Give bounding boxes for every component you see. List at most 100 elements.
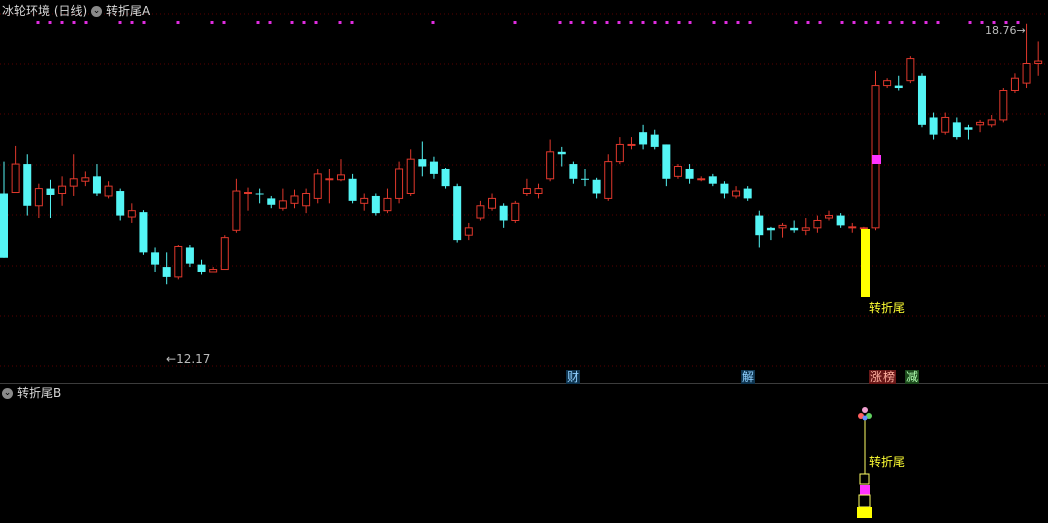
candle-body	[604, 161, 613, 199]
signal-bar	[861, 229, 870, 297]
signal-dot-row	[36, 21, 1020, 24]
candle-body	[859, 227, 868, 230]
candle-body	[162, 267, 171, 277]
event-tag-reduce[interactable]: 减	[905, 370, 920, 384]
candle-body	[848, 226, 857, 229]
candle-body	[244, 192, 253, 195]
candle-body	[371, 195, 380, 214]
candle-body	[778, 224, 787, 229]
high-value: 18.76	[985, 24, 1017, 37]
signal-dot	[210, 21, 214, 24]
candle-body	[546, 151, 555, 180]
candle-body	[209, 269, 218, 273]
signal-dot	[36, 21, 40, 24]
candle-body	[127, 210, 136, 218]
signal-dot	[302, 21, 306, 24]
candle-body	[197, 264, 206, 272]
candle-body	[81, 177, 90, 182]
candle-body	[453, 186, 462, 241]
candle-body	[464, 227, 473, 236]
chevron-down-icon[interactable]: ⌄	[2, 388, 13, 399]
signal-box	[859, 473, 870, 485]
signal-dot	[629, 21, 633, 24]
candle-body	[592, 179, 601, 194]
candle-body	[941, 116, 950, 133]
candle-body	[476, 205, 485, 219]
signal-box-magenta	[860, 485, 870, 495]
event-tag-rise[interactable]: 涨	[869, 370, 884, 384]
signal-dot	[864, 21, 868, 24]
candle-body	[1022, 63, 1031, 84]
signal-dot	[818, 21, 822, 24]
candle-body	[325, 178, 334, 181]
signal-base	[857, 507, 872, 518]
signal-dot	[617, 21, 621, 24]
candle-body	[987, 119, 996, 126]
stock-name: 冰轮环境	[2, 4, 51, 18]
signal-dot	[593, 21, 597, 24]
signal-dot	[605, 21, 609, 24]
signal-dot	[748, 21, 752, 24]
signal-dot	[992, 21, 996, 24]
signal-dot	[84, 21, 88, 24]
signal-dot	[48, 21, 52, 24]
candle-body	[883, 80, 892, 87]
event-tag-finance[interactable]: 财	[566, 370, 581, 384]
event-tag-unlock[interactable]: 解	[741, 370, 756, 384]
indicator-b-label[interactable]: 转折尾B	[17, 386, 62, 400]
panel-divider	[0, 383, 1048, 384]
signal-marker	[872, 155, 881, 164]
event-tag-board[interactable]: 榜	[882, 370, 897, 384]
signal-dot	[806, 21, 810, 24]
candle-body	[104, 185, 113, 197]
candle-body	[732, 190, 741, 197]
signal-dot	[641, 21, 645, 24]
candle-body	[569, 164, 578, 179]
candle-body	[708, 176, 717, 184]
candle-body	[395, 168, 404, 199]
chevron-down-icon[interactable]: ⌄	[91, 6, 103, 17]
signal-dot	[60, 21, 64, 24]
candle-body	[151, 252, 160, 265]
indicator-a-label[interactable]: 转折尾A	[106, 4, 151, 18]
candle-body	[267, 198, 276, 205]
candle-body	[825, 215, 834, 219]
candle-body	[220, 237, 229, 271]
panel-b-plot	[857, 407, 872, 518]
candle-body	[1034, 60, 1043, 65]
candle-body	[673, 166, 682, 177]
candle-body	[348, 178, 357, 201]
signal-dot	[431, 21, 435, 24]
candle-body	[92, 176, 101, 194]
candle-body	[511, 202, 520, 221]
candle-body	[139, 212, 148, 253]
signal-dot	[513, 21, 517, 24]
signal-dot	[338, 21, 342, 24]
panel-a-signal-bar	[861, 155, 881, 297]
signal-dot	[142, 21, 146, 24]
candle-body	[662, 144, 671, 179]
signal-dot	[72, 21, 76, 24]
candle-body	[1010, 77, 1019, 91]
signal-dot	[314, 21, 318, 24]
candle-body	[650, 134, 659, 147]
period-high-annotation: 18.76→	[985, 24, 1026, 37]
candle-body	[69, 178, 78, 187]
candle-body	[581, 178, 589, 180]
candle-body	[441, 168, 450, 187]
clover-icon	[858, 407, 872, 421]
signal-dot	[924, 21, 928, 24]
candle-body	[360, 197, 369, 204]
candle-body	[174, 245, 183, 278]
candle-body	[185, 247, 194, 264]
signal-dot	[653, 21, 657, 24]
signal-dot	[176, 21, 180, 24]
candle-body	[964, 127, 973, 130]
signal-dot	[256, 21, 260, 24]
candle-body	[23, 164, 32, 206]
period-low-annotation: ←12.17	[166, 352, 211, 366]
signal-dot	[736, 21, 740, 24]
candle-body	[615, 143, 624, 163]
candle-body	[534, 188, 543, 194]
